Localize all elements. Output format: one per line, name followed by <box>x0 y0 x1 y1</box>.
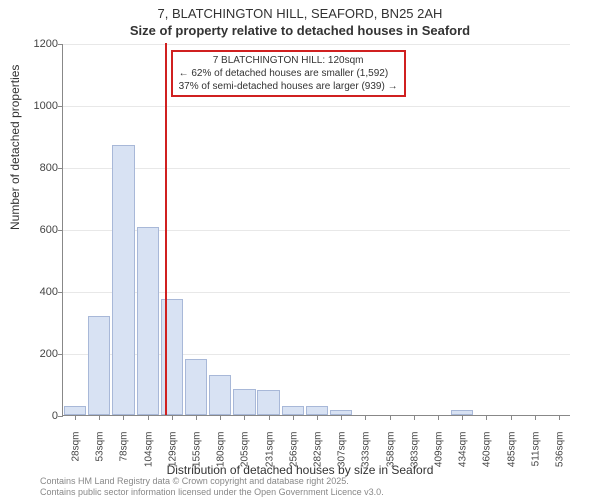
x-tick-label: 333sqm <box>361 432 372 482</box>
y-tick-label: 1000 <box>18 100 58 112</box>
footer-line-1: Contains HM Land Registry data © Crown c… <box>40 476 384 487</box>
x-tick-mark <box>317 415 318 420</box>
y-tick-mark <box>58 44 63 45</box>
x-tick-label: 78sqm <box>119 432 130 482</box>
gridline <box>63 106 570 107</box>
y-tick-mark <box>58 354 63 355</box>
x-tick-label: 485sqm <box>506 432 517 482</box>
x-tick-mark <box>462 415 463 420</box>
x-tick-mark <box>123 415 124 420</box>
x-tick-mark <box>244 415 245 420</box>
y-tick-label: 0 <box>18 410 58 422</box>
x-tick-label: 409sqm <box>433 432 444 482</box>
histogram-bar <box>306 406 328 415</box>
x-tick-mark <box>390 415 391 420</box>
histogram-plot-area: 7 BLATCHINGTON HILL: 120sqm← 62% of deta… <box>62 44 570 416</box>
x-tick-label: 256sqm <box>288 432 299 482</box>
y-tick-label: 600 <box>18 224 58 236</box>
x-tick-mark <box>486 415 487 420</box>
gridline <box>63 44 570 45</box>
y-tick-mark <box>58 230 63 231</box>
x-tick-mark <box>75 415 76 420</box>
title-address: 7, BLATCHINGTON HILL, SEAFORD, BN25 2AH <box>0 0 600 21</box>
y-tick-mark <box>58 168 63 169</box>
x-tick-mark <box>172 415 173 420</box>
annotation-line: 37% of semi-detached houses are larger (… <box>179 80 398 93</box>
x-tick-mark <box>269 415 270 420</box>
histogram-bar <box>209 375 231 415</box>
histogram-bar <box>185 359 207 415</box>
x-tick-label: 536sqm <box>554 432 565 482</box>
histogram-bar <box>88 316 110 415</box>
x-tick-mark <box>365 415 366 420</box>
y-tick-label: 800 <box>18 162 58 174</box>
y-tick-label: 200 <box>18 348 58 360</box>
gridline <box>63 168 570 169</box>
x-tick-label: 383sqm <box>409 432 420 482</box>
x-tick-mark <box>341 415 342 420</box>
x-tick-label: 434sqm <box>458 432 469 482</box>
x-tick-label: 205sqm <box>240 432 251 482</box>
histogram-bar <box>137 227 159 415</box>
y-tick-mark <box>58 106 63 107</box>
x-tick-mark <box>99 415 100 420</box>
x-tick-label: 129sqm <box>167 432 178 482</box>
histogram-bar <box>112 145 134 415</box>
x-tick-mark <box>293 415 294 420</box>
reference-marker-line <box>165 43 167 415</box>
histogram-bar <box>233 389 255 415</box>
y-tick-mark <box>58 292 63 293</box>
histogram-bar <box>282 406 304 415</box>
x-tick-label: 155sqm <box>192 432 203 482</box>
x-tick-label: 511sqm <box>530 432 541 482</box>
x-tick-label: 180sqm <box>216 432 227 482</box>
x-tick-label: 231sqm <box>264 432 275 482</box>
x-tick-mark <box>535 415 536 420</box>
x-tick-mark <box>148 415 149 420</box>
y-tick-label: 1200 <box>18 38 58 50</box>
x-tick-label: 358sqm <box>385 432 396 482</box>
footer-line-2: Contains public sector information licen… <box>40 487 384 498</box>
y-axis-label: Number of detached properties <box>8 65 22 230</box>
x-tick-label: 307sqm <box>337 432 348 482</box>
y-tick-label: 400 <box>18 286 58 298</box>
x-tick-label: 28sqm <box>71 432 82 482</box>
histogram-bar <box>257 390 279 415</box>
annotation-line: 7 BLATCHINGTON HILL: 120sqm <box>179 54 398 67</box>
x-tick-mark <box>414 415 415 420</box>
histogram-bar <box>64 406 86 415</box>
x-tick-mark <box>196 415 197 420</box>
x-tick-mark <box>559 415 560 420</box>
x-tick-label: 460sqm <box>482 432 493 482</box>
marker-annotation-box: 7 BLATCHINGTON HILL: 120sqm← 62% of deta… <box>171 50 406 97</box>
x-tick-label: 282sqm <box>313 432 324 482</box>
x-tick-label: 53sqm <box>95 432 106 482</box>
annotation-line: ← 62% of detached houses are smaller (1,… <box>179 67 398 80</box>
y-tick-mark <box>58 416 63 417</box>
x-tick-label: 104sqm <box>143 432 154 482</box>
title-subtitle: Size of property relative to detached ho… <box>0 21 600 38</box>
x-tick-mark <box>438 415 439 420</box>
x-tick-mark <box>220 415 221 420</box>
attribution-footer: Contains HM Land Registry data © Crown c… <box>40 476 384 498</box>
x-tick-mark <box>511 415 512 420</box>
